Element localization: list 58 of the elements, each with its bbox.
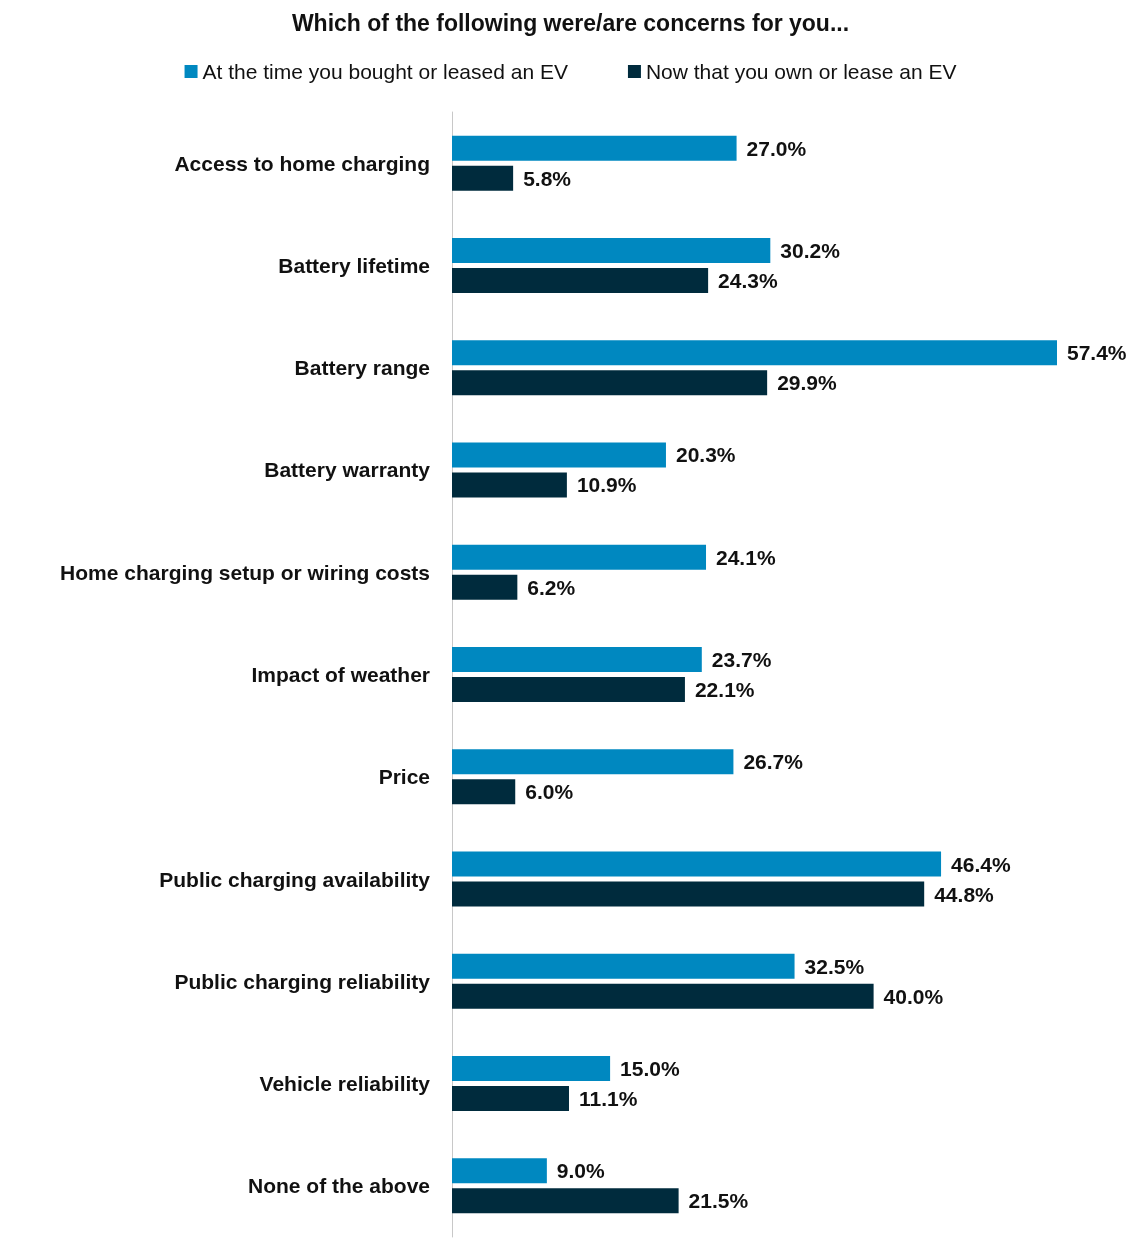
bar xyxy=(452,779,516,805)
data-label: 6.0% xyxy=(525,780,574,804)
bar xyxy=(452,442,666,468)
data-label: 46.4% xyxy=(951,852,1011,876)
data-label: 22.1% xyxy=(694,678,755,701)
bar xyxy=(452,544,707,570)
y-tick-label: Battery warranty xyxy=(264,458,431,482)
data-label: 24.1% xyxy=(716,545,776,569)
data-label: 21.5% xyxy=(688,1189,749,1213)
y-tick-label: Home charging setup or wiring costs xyxy=(60,560,430,584)
bar xyxy=(452,165,514,191)
y-tick-label: Battery range xyxy=(294,356,430,380)
bar xyxy=(452,881,925,907)
bar xyxy=(452,472,567,498)
bar xyxy=(452,135,737,161)
y-tick-label: Vehicle reliability xyxy=(259,1072,431,1096)
bar xyxy=(452,1188,679,1214)
bar xyxy=(452,267,709,293)
bar xyxy=(452,1158,547,1184)
y-tick-label: Battery lifetime xyxy=(278,253,430,277)
y-tick-label: Public charging reliability xyxy=(174,969,431,993)
data-label: 20.3% xyxy=(675,443,736,467)
bar xyxy=(452,1086,569,1112)
data-label: 15.0% xyxy=(620,1057,680,1081)
y-tick-label: Public charging availability xyxy=(159,867,431,891)
bar xyxy=(452,677,685,702)
bar xyxy=(452,953,795,979)
data-label: 23.7% xyxy=(711,648,772,671)
data-label: 40.0% xyxy=(883,984,944,1008)
legend-label: At the time you bought or leased an EV xyxy=(202,60,568,83)
data-label: 26.7% xyxy=(743,750,804,774)
bar xyxy=(452,237,771,263)
y-tick-label: Access to home charging xyxy=(174,151,430,175)
bar xyxy=(452,851,942,877)
y-tick-label: Price xyxy=(378,765,430,789)
chart-title: Which of the following were/are concerns for you... xyxy=(291,9,850,36)
data-label: 32.5% xyxy=(804,954,865,978)
legend-label: Now that you own or lease an EV xyxy=(645,60,957,83)
y-tick-label: Impact of weather xyxy=(251,663,430,686)
data-label: 11.1% xyxy=(578,1087,638,1111)
data-label: 9.0% xyxy=(556,1159,606,1183)
bar xyxy=(452,1056,611,1082)
data-label: 24.3% xyxy=(718,268,778,292)
data-label: 30.2% xyxy=(780,238,841,262)
bar xyxy=(452,983,874,1009)
data-label: 6.2% xyxy=(527,575,576,599)
y-tick-label: None of the above xyxy=(247,1174,430,1198)
data-label: 5.8% xyxy=(523,166,572,190)
bar xyxy=(452,749,734,775)
bar xyxy=(452,647,702,672)
bar xyxy=(452,370,768,396)
data-label: 27.0% xyxy=(746,136,807,160)
data-label: 10.9% xyxy=(576,473,637,497)
data-label: 57.4% xyxy=(1067,341,1127,365)
bar xyxy=(452,340,1057,366)
bar xyxy=(452,574,518,600)
data-label: 29.9% xyxy=(777,371,838,395)
data-label: 44.8% xyxy=(934,882,995,906)
